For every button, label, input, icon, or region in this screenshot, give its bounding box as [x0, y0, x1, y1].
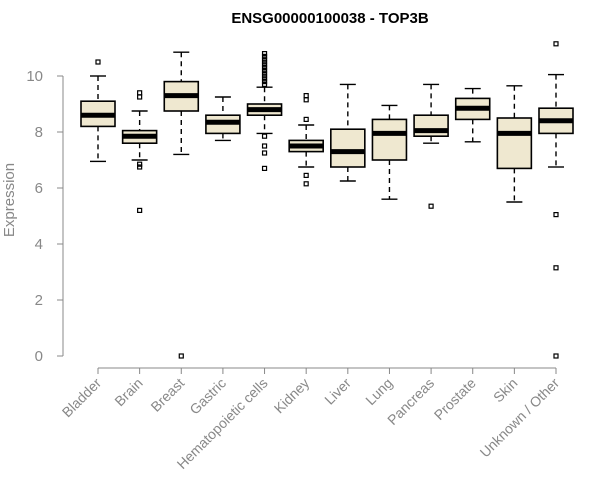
outlier-point: [261, 70, 268, 76]
outlier-point: [137, 207, 143, 213]
outlier-point: [261, 133, 268, 139]
box-prostate: [454, 87, 491, 143]
box-breast: [163, 51, 200, 359]
x-tick-label: Kidney: [271, 375, 313, 417]
box-bladder: [80, 59, 116, 163]
outlier-point: [95, 59, 101, 65]
x-tick-label: Unknown / Other: [477, 375, 563, 461]
y-tick-label: 2: [35, 292, 43, 309]
y-tick-label: 0: [35, 348, 43, 365]
box-unknown-other: [538, 41, 574, 359]
x-tick-label: Skin: [490, 375, 521, 406]
outlier-point: [428, 203, 434, 209]
outlier-point: [303, 92, 309, 99]
iqr-box: [496, 117, 533, 170]
outlier-point: [261, 81, 268, 88]
outlier-point: [261, 78, 268, 85]
x-tick-label: Bladder: [59, 375, 105, 421]
iqr-box: [371, 118, 408, 161]
x-tick-label: Prostate: [431, 375, 479, 423]
x-tick-label: Brain: [111, 375, 145, 409]
y-axis: 0 2 4 6 8 10: [26, 68, 64, 365]
box-liver: [330, 83, 366, 182]
outlier-point: [261, 73, 268, 79]
y-tick-label: 8: [35, 124, 43, 141]
outlier-point: [303, 116, 309, 123]
box-skin: [496, 85, 533, 203]
outlier-point: [303, 97, 309, 103]
boxes-group: [80, 41, 574, 359]
box-gastric: [205, 96, 241, 142]
outlier-point: [261, 59, 268, 65]
outlier-point: [261, 56, 268, 62]
outlier-point: [261, 76, 268, 82]
x-tick-label: Liver: [321, 375, 354, 408]
outlier-point: [137, 164, 143, 170]
outlier-point: [303, 172, 309, 178]
outlier-point: [137, 90, 143, 96]
chart-title: ENSG00000100038 - TOP3B: [231, 10, 429, 27]
outlier-point: [553, 41, 559, 47]
iqr-box: [330, 128, 366, 168]
outlier-point: [261, 143, 268, 149]
y-tick-label: 4: [35, 236, 43, 253]
y-tick-label: 10: [26, 68, 43, 85]
box-lung: [371, 104, 408, 200]
x-tick-label: Breast: [147, 375, 187, 415]
outlier-point: [261, 150, 268, 156]
outlier-point: [261, 64, 268, 71]
outlier-point: [261, 53, 268, 60]
y-axis-label: Expression: [1, 163, 18, 237]
outlier-point: [303, 181, 309, 187]
outlier-point: [553, 265, 559, 271]
outlier-point: [261, 67, 268, 74]
x-tick-label: Lung: [362, 375, 395, 408]
box-brain: [121, 90, 158, 213]
box-hematopoietic-cells: [246, 50, 283, 171]
outlier-point: [137, 161, 143, 167]
outlier-point: [553, 212, 559, 218]
outlier-point: [178, 353, 184, 359]
y-tick-label: 6: [35, 180, 43, 197]
outlier-point: [261, 165, 268, 171]
outlier-point: [137, 94, 143, 100]
outlier-point: [553, 353, 559, 359]
box-pancreas: [413, 83, 449, 209]
box-kidney: [288, 92, 324, 187]
outlier-point: [261, 50, 268, 57]
outlier-point: [261, 62, 268, 68]
